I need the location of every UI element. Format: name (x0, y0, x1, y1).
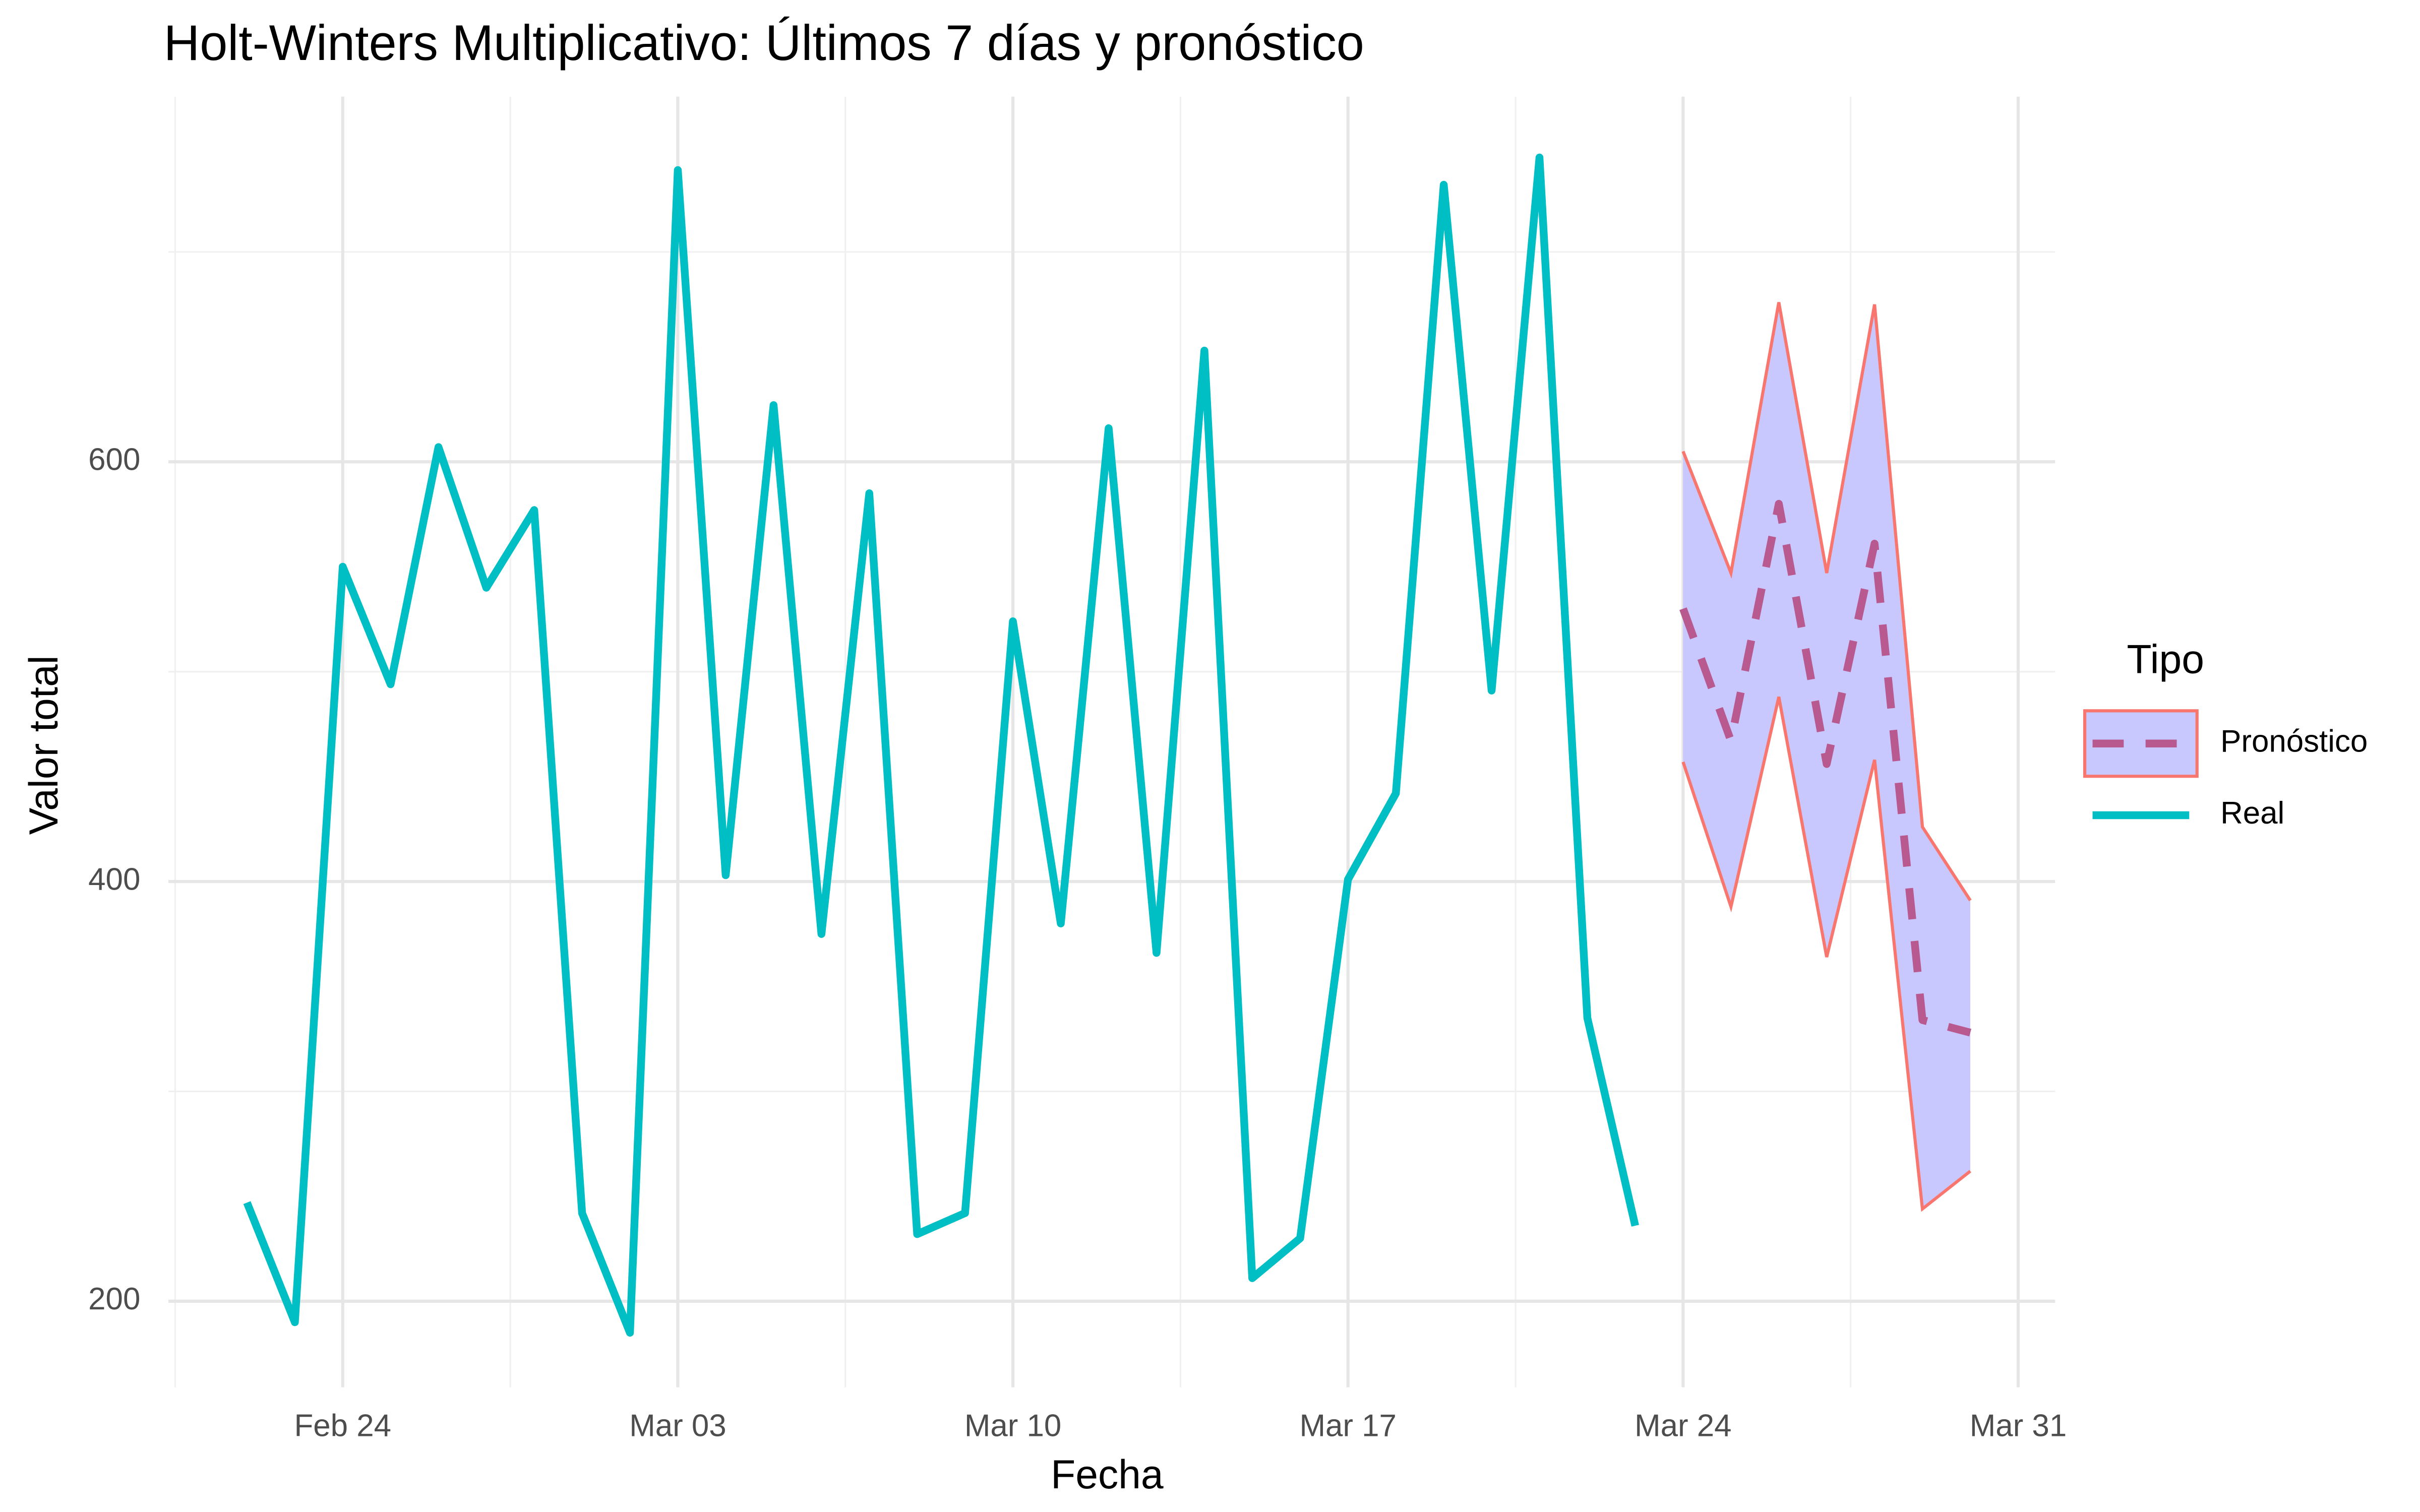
series-line (243, 153, 1639, 1337)
x-tick-label: Mar 17 (1299, 1408, 1396, 1443)
x-axis-title: Fecha (1051, 1452, 1164, 1497)
band-lower-edge (1681, 696, 1971, 1212)
series-line (1679, 499, 1972, 1037)
legend-label: Real (2220, 796, 2284, 831)
chart-title: Holt-Winters Multiplicativo: Últimos 7 d… (164, 15, 1364, 71)
x-tick-label: Mar 24 (1635, 1408, 1731, 1443)
y-tick-label: 400 (88, 862, 140, 897)
x-tick-label: Mar 03 (629, 1408, 726, 1443)
x-tick-label: Mar 31 (1970, 1408, 2067, 1443)
y-tick-label: 200 (88, 1282, 140, 1316)
legend-label: Pronóstico (2220, 724, 2368, 759)
legend-title: Tipo (2127, 637, 2204, 682)
y-tick-label: 600 (88, 443, 140, 477)
legend-key-band (2083, 709, 2199, 778)
x-tick-label: Mar 10 (964, 1408, 1061, 1443)
band-upper-edge (1681, 302, 1972, 902)
x-tick-label: Feb 24 (294, 1408, 392, 1443)
y-axis-title: Valor total (21, 655, 67, 835)
